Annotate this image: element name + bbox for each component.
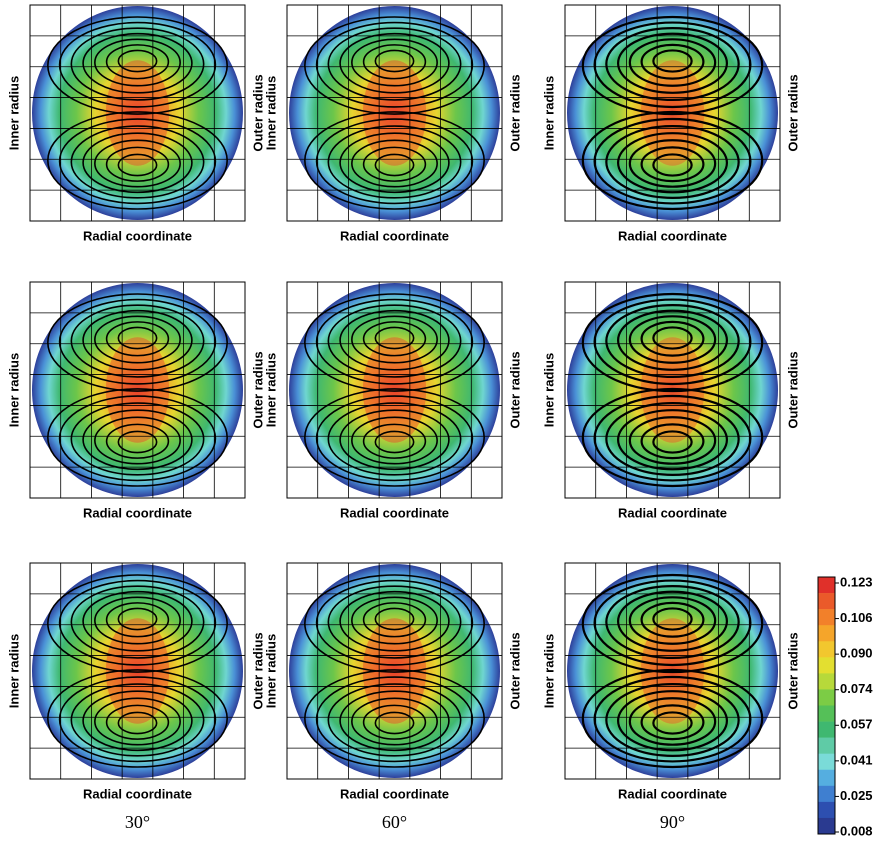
panel: Radial coordinate Inner radius Outer radiu… — [263, 282, 522, 520]
panel: Radial coordinate Inner radius Outer radiu… — [541, 282, 800, 520]
colorbar-swatch — [818, 786, 835, 802]
x-axis-label: Radial coordinate — [618, 786, 727, 801]
colorbar-label: 0.074 — [840, 681, 873, 696]
colorbar-swatch — [818, 706, 835, 722]
left-axis-label: Inner radius — [263, 76, 278, 150]
column-caption: 60° — [382, 812, 407, 832]
x-axis-label: Radial coordinate — [83, 228, 192, 243]
figure: Radial coordinate Inner radius Outer radiu… — [0, 0, 886, 838]
colorbar-swatch — [818, 609, 835, 625]
colorbar-swatch — [818, 577, 835, 593]
right-axis-label: Outer radius — [507, 74, 522, 151]
right-axis-label: Outer radius — [507, 351, 522, 428]
colorbar-swatch — [818, 641, 835, 657]
colorbar-label: 0.041 — [840, 752, 873, 767]
colorbar-swatch — [818, 673, 835, 689]
right-axis-label: Outer radius — [785, 351, 800, 428]
x-axis-label: Radial coordinate — [83, 786, 192, 801]
colorbar-label: 0.106 — [840, 610, 873, 625]
colorbar-swatch — [818, 818, 835, 834]
colorbar-swatch — [818, 722, 835, 738]
left-axis-label: Inner radius — [263, 634, 278, 708]
left-axis-label: Inner radius — [6, 76, 21, 150]
left-axis-label: Inner radius — [541, 76, 556, 150]
left-axis-label: Inner radius — [263, 353, 278, 427]
left-axis-label: Inner radius — [6, 353, 21, 427]
left-axis-label: Inner radius — [541, 353, 556, 427]
panel: Radial coordinateInner radiusOuter radiu… — [6, 563, 265, 801]
colorbar-label: 0.090 — [840, 646, 873, 661]
colorbar-label: 0.008 — [840, 823, 873, 838]
column-caption: 90° — [660, 812, 685, 832]
colorbar-swatch — [818, 770, 835, 786]
colorbar-swatch — [818, 802, 835, 818]
x-axis-label: Radial coordinate — [340, 786, 449, 801]
panel: Radial coordinate Inner radius Outer radiu… — [263, 5, 522, 243]
x-axis-label: Radial coordinate — [83, 505, 192, 520]
right-axis-label: Outer radius — [785, 632, 800, 709]
panel: Radial coordinateInner radiusOuter radiu… — [6, 5, 265, 243]
colorbar-swatch — [818, 593, 835, 609]
colorbar-swatch — [818, 689, 835, 705]
colorbar-label: 0.123 — [840, 574, 873, 589]
colorbar-swatch — [818, 625, 835, 641]
colorbar-swatch — [818, 754, 835, 770]
left-axis-label: Inner radius — [6, 634, 21, 708]
x-axis-label: Radial coordinate — [340, 505, 449, 520]
panel: Radial coordinate Inner radius Outer radiu… — [541, 5, 800, 243]
colorbar-swatch — [818, 738, 835, 754]
right-axis-label: Outer radius — [785, 74, 800, 151]
column-caption: 30° — [125, 812, 150, 832]
x-axis-label: Radial coordinate — [618, 505, 727, 520]
x-axis-label: Radial coordinate — [340, 228, 449, 243]
right-axis-label: Outer radius — [507, 632, 522, 709]
panel: Radial coordinate Inner radius Outer radiu… — [263, 563, 522, 801]
x-axis-label: Radial coordinate — [618, 228, 727, 243]
colorbar-label: 0.025 — [840, 788, 873, 803]
panel: Radial coordinate Inner radius Outer radiu… — [541, 563, 800, 801]
left-axis-label: Inner radius — [541, 634, 556, 708]
colorbar-label: 0.057 — [840, 717, 873, 732]
colorbar-swatch — [818, 657, 835, 673]
